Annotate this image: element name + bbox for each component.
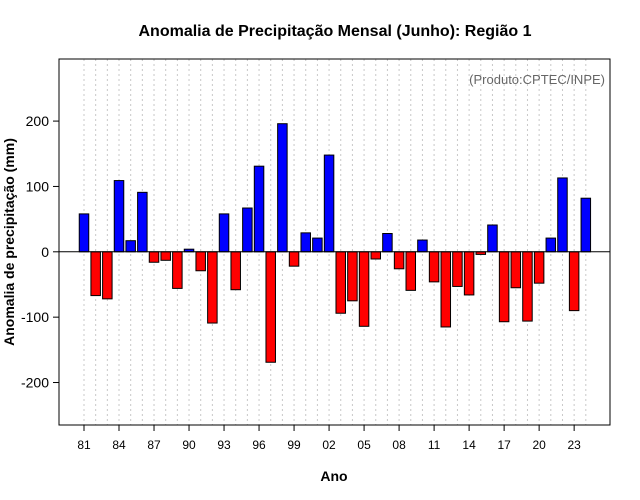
bar-2011 — [428, 251, 440, 283]
bar-1987 — [148, 251, 160, 263]
y-tick-label: 100 — [26, 178, 50, 194]
bar-1995 — [242, 207, 253, 253]
bar-2003 — [335, 251, 346, 314]
bar-2012 — [440, 251, 452, 328]
x-tick-label: 02 — [322, 438, 336, 452]
bar-2008 — [393, 251, 405, 270]
x-tick-label: 14 — [462, 438, 476, 452]
bar-1989 — [172, 251, 183, 289]
x-tick-label: 20 — [532, 438, 546, 452]
x-tick-label: 90 — [182, 438, 196, 452]
bar-2014 — [463, 251, 475, 296]
bar-1993 — [218, 213, 230, 253]
bar-1996 — [253, 165, 265, 253]
bar-2020 — [533, 251, 545, 284]
bar-1994 — [230, 251, 241, 291]
bar-2007 — [382, 233, 393, 253]
x-tick-label: 93 — [217, 438, 231, 452]
y-tick-label: 200 — [26, 113, 50, 129]
bar-2022 — [557, 177, 568, 253]
x-tick-label: 17 — [497, 438, 511, 452]
grid — [83, 59, 587, 425]
bar-1986 — [137, 191, 148, 253]
bar-1988 — [160, 251, 171, 261]
bar-2001 — [312, 237, 323, 253]
x-tick-label: 81 — [77, 438, 91, 452]
bar-1997 — [265, 251, 276, 363]
bar-2004 — [347, 251, 358, 302]
x-tick-label: 08 — [392, 438, 406, 452]
x-tick-label: 11 — [428, 438, 441, 452]
bar-1985 — [125, 240, 136, 253]
bar-2013 — [452, 251, 463, 287]
bar-2018 — [510, 251, 522, 289]
bar-2009 — [405, 251, 417, 291]
bar-2021 — [545, 237, 557, 253]
x-tick-label: 84 — [112, 438, 126, 452]
bar-1983 — [102, 251, 113, 300]
x-tick-label: 05 — [357, 438, 371, 452]
x-tick-label: 96 — [252, 438, 266, 452]
y-axis-title: Anomalia de precipitação (mm) — [1, 138, 17, 346]
bar-2000 — [300, 232, 311, 253]
bar-1991 — [195, 251, 206, 272]
source-credit: (Produto:CPTEC/INPE) — [469, 72, 605, 87]
bar-1984 — [113, 180, 125, 253]
y-tick-label: 0 — [41, 244, 49, 260]
x-axis: 81 84 87 90 93 96 99 02 05 08 11 14 17 20 23 — [77, 425, 581, 452]
bar-2023 — [568, 251, 580, 312]
plot-frame — [58, 58, 611, 426]
y-axis: -200 -100 0 100 200 — [21, 113, 59, 391]
x-tick-label: 87 — [147, 438, 161, 452]
bar-2016 — [487, 224, 498, 253]
bar-2019 — [522, 251, 533, 322]
x-tick-label: 99 — [287, 438, 301, 452]
bar-1999 — [288, 251, 300, 267]
x-axis-title: Ano — [320, 468, 347, 484]
bar-1981 — [78, 213, 90, 253]
bar-1992 — [207, 251, 218, 324]
bar-2006 — [370, 251, 381, 260]
bar-2005 — [358, 251, 370, 327]
bar-2010 — [417, 239, 428, 253]
x-tick-label: 23 — [567, 438, 581, 452]
bar-1998 — [277, 123, 288, 253]
y-tick-label: -100 — [21, 309, 49, 325]
chart-title: Anomalia de Precipitação Mensal (Junho):… — [139, 23, 532, 40]
bar-2017 — [498, 251, 510, 323]
bar-2002 — [323, 154, 335, 253]
bar-1982 — [90, 251, 101, 297]
y-tick-label: -200 — [21, 375, 49, 391]
bars — [78, 123, 592, 363]
bar-2024 — [580, 197, 592, 253]
